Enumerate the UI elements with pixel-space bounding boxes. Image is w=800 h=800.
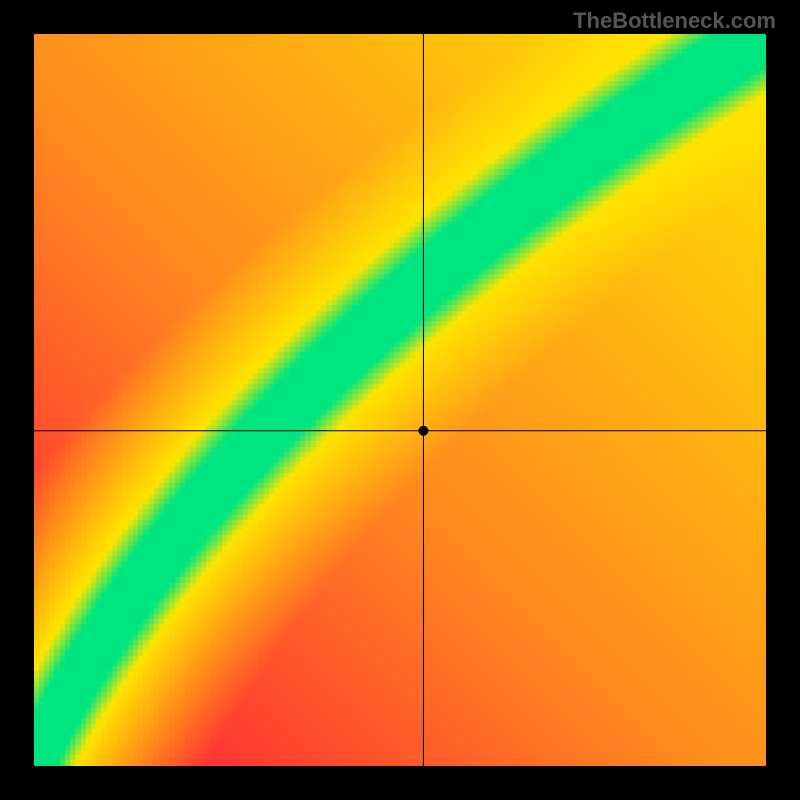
heatmap-canvas (34, 34, 766, 766)
root: TheBottleneck.com (0, 0, 800, 800)
chart-area (34, 34, 766, 766)
watermark-text: TheBottleneck.com (573, 8, 776, 34)
